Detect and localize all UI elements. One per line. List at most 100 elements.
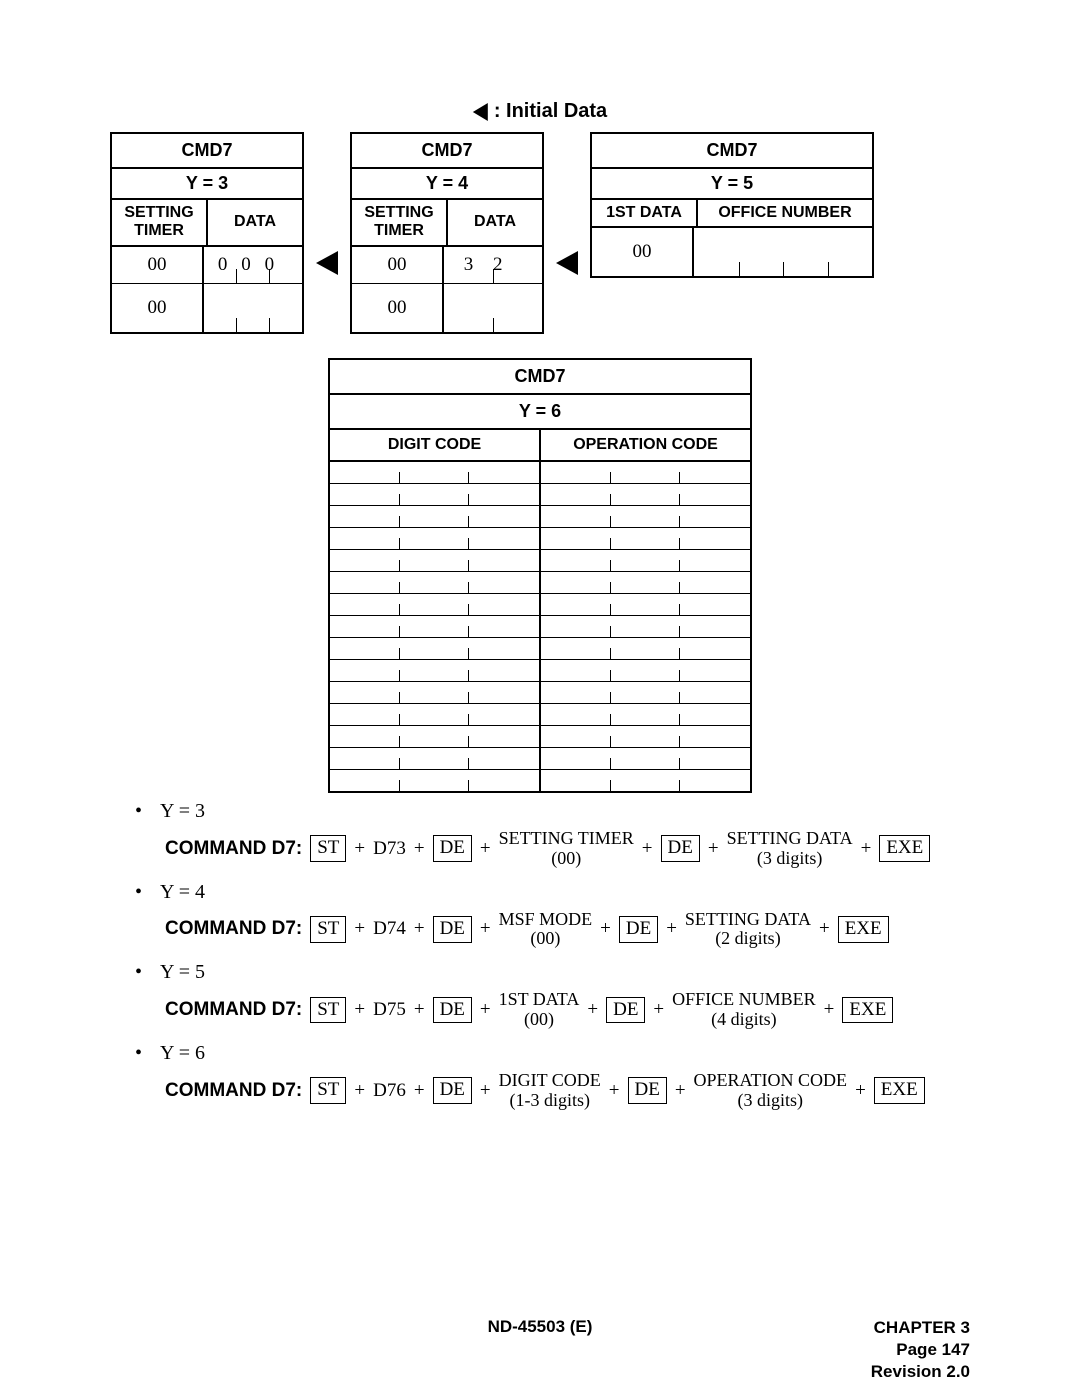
p1b: (00) — [524, 1010, 554, 1030]
y6-cell-opcode — [541, 704, 750, 725]
y6-sub: Y = 6 — [330, 395, 750, 430]
y6-cell-opcode — [541, 462, 750, 483]
y6-cell-opcode — [541, 594, 750, 615]
y5-r1c1: 00 — [592, 228, 694, 276]
plus: + — [412, 918, 427, 940]
cmd-y4-d: D74 — [373, 918, 406, 940]
footer-chapter: CHAPTER 3 — [871, 1317, 970, 1339]
y6-row — [330, 748, 750, 770]
y6-row — [330, 682, 750, 704]
y6-col2: OPERATION CODE — [541, 430, 750, 460]
legend-arrow-icon — [473, 103, 488, 121]
p1b: (00) — [530, 929, 560, 949]
y6-row — [330, 550, 750, 572]
y6-cell-digitcode — [330, 506, 541, 527]
y6-cell-digitcode — [330, 616, 541, 637]
y5-sub: Y = 5 — [592, 169, 872, 200]
y6-cell-opcode — [541, 616, 750, 637]
p2b: (2 digits) — [715, 929, 781, 949]
plus: + — [478, 1080, 493, 1102]
footer-right: CHAPTER 3 Page 147 Revision 2.0 — [871, 1317, 970, 1383]
y6-cell-opcode — [541, 748, 750, 769]
y6-cell-opcode — [541, 572, 750, 593]
y6-cell-digitcode — [330, 572, 541, 593]
y6-row — [330, 726, 750, 748]
cmd-y3-d: D73 — [373, 838, 406, 860]
y5-col1: 1ST DATA — [592, 200, 698, 226]
plus: + — [412, 838, 427, 860]
plus: + — [478, 999, 493, 1021]
cmd-y3-label: COMMAND D7: — [165, 838, 302, 860]
page-footer: ND-45503 (E) CHAPTER 3 Page 147 Revision… — [110, 1317, 970, 1337]
cmd-y6-d: D76 — [373, 1080, 406, 1102]
y6-cell-digitcode — [330, 638, 541, 659]
table-y3: CMD7 Y = 3 SETTING TIMER DATA 00 0 0 0 0… — [110, 132, 304, 334]
y4-col2: DATA — [448, 200, 542, 245]
plus: + — [706, 838, 721, 860]
plus: + — [352, 838, 367, 860]
y3-r1c2: 0 0 0 — [204, 247, 302, 283]
y6-cell-digitcode — [330, 528, 541, 549]
cmd-y4-bullet: Y = 4 — [135, 881, 980, 904]
y6-row — [330, 770, 750, 791]
cmd-y4-p2: SETTING DATA(2 digits) — [685, 910, 811, 950]
y6-cell-digitcode — [330, 660, 541, 681]
plus: + — [352, 999, 367, 1021]
y6-cell-opcode — [541, 550, 750, 571]
y3-r2c1: 00 — [112, 284, 204, 332]
y6-cell-digitcode — [330, 770, 541, 791]
key-de: DE — [433, 835, 472, 862]
legend-label: : Initial Data — [494, 100, 607, 123]
y6-cell-opcode — [541, 770, 750, 791]
y6-row — [330, 506, 750, 528]
legend: : Initial Data — [473, 100, 607, 123]
y6-row — [330, 704, 750, 726]
y6-rows — [330, 462, 750, 791]
cmd-y6-p1: DIGIT CODE(1-3 digits) — [499, 1071, 601, 1111]
key-de: DE — [628, 1077, 667, 1104]
p1t: DIGIT CODE — [499, 1071, 601, 1091]
y6-row — [330, 638, 750, 660]
p2t: OFFICE NUMBER — [672, 990, 816, 1010]
y4-r1c2: 3 2 — [444, 247, 542, 283]
y4-r2c1: 00 — [352, 284, 444, 332]
cmd-y4-p1: MSF MODE(00) — [499, 910, 593, 950]
key-de: DE — [433, 1077, 472, 1104]
key-de: DE — [433, 916, 472, 943]
y6-cell-opcode — [541, 484, 750, 505]
y6-cell-opcode — [541, 660, 750, 681]
plus: + — [664, 918, 679, 940]
cmd-y3: Y = 3 COMMAND D7: ST + D73 + DE + SETTIN… — [135, 800, 980, 869]
cmd-y5-d: D75 — [373, 999, 406, 1021]
plus: + — [651, 999, 666, 1021]
p1t: 1ST DATA — [499, 990, 580, 1010]
cmd-y3-bullet: Y = 3 — [135, 800, 980, 823]
y6-cell-digitcode — [330, 550, 541, 571]
plus: + — [412, 999, 427, 1021]
cmd-y3-p2: SETTING DATA(3 digits) — [727, 829, 853, 869]
p2b: (3 digits) — [738, 1091, 804, 1111]
y4-title: CMD7 — [352, 134, 542, 169]
cmd-y6-bullet: Y = 6 — [135, 1042, 980, 1065]
cmd-y3-line: COMMAND D7: ST + D73 + DE + SETTING TIME… — [165, 829, 980, 869]
y6-cell-digitcode — [330, 484, 541, 505]
cmd-y6-line: COMMAND D7: ST + D76 + DE + DIGIT CODE(1… — [165, 1071, 980, 1111]
footer-page: Page 147 — [871, 1339, 970, 1361]
p2b: (4 digits) — [711, 1010, 777, 1030]
p1t: MSF MODE — [499, 910, 593, 930]
y6-cell-opcode — [541, 528, 750, 549]
plus: + — [817, 918, 832, 940]
key-exe: EXE — [838, 916, 889, 943]
y3-col1: SETTING TIMER — [112, 200, 208, 245]
p1b: (00) — [551, 849, 581, 869]
y3-r1c2a: 0 — [218, 254, 228, 276]
table-y6: CMD7 Y = 6 DIGIT CODE OPERATION CODE — [328, 358, 752, 793]
cmd-y5-line: COMMAND D7: ST + D75 + DE + 1ST DATA(00)… — [165, 990, 980, 1030]
y4-r2c2 — [444, 284, 542, 332]
plus: + — [859, 838, 874, 860]
y6-row — [330, 660, 750, 682]
y6-cell-opcode — [541, 638, 750, 659]
key-st: ST — [310, 1077, 346, 1104]
plus: + — [822, 999, 837, 1021]
plus: + — [478, 918, 493, 940]
